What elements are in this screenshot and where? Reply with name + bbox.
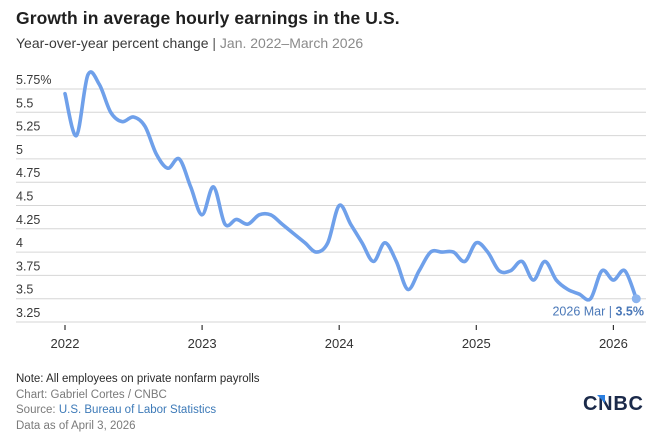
y-tick-label: 3.75	[16, 259, 40, 273]
gridlines	[16, 88, 646, 323]
line-chart: 5.75% 5.5 5.25 5 4.75 4.5 4.25 4 3.75 3.5 3.25 202…	[16, 70, 646, 351]
footer-source: Source: U.S. Bureau of Labor Statistics	[16, 403, 260, 419]
y-axis-labels: 5.75% 5.5 5.25 5 4.75 4.5 4.25 4 3.75 3.5 3.25	[16, 73, 51, 320]
source-link[interactable]: U.S. Bureau of Labor Statistics	[58, 404, 217, 416]
subtitle-separator: |	[208, 35, 220, 51]
subtitle-main: Year-over-year percent change	[16, 35, 209, 51]
y-tick-label: 4.5	[16, 190, 33, 204]
series-group	[63, 70, 639, 302]
source-prefix: Source:	[16, 404, 59, 416]
chart-subtitle: Year-over-year percent change | Jan. 202…	[16, 35, 363, 51]
x-tick-label: 2024	[325, 336, 354, 351]
x-tick-label: 2026	[599, 336, 628, 351]
cnbc-logo-text: CNBC	[583, 393, 643, 413]
endpoint-marker	[631, 294, 641, 304]
x-axis: 2022 2023 2024 2025 2026	[51, 325, 628, 351]
y-tick-label: 5.5	[16, 96, 33, 110]
subtitle-range: Jan. 2022–March 2026	[219, 35, 364, 51]
y-tick-label: 5	[16, 143, 23, 157]
y-tick-label: 3.5	[16, 283, 33, 297]
endpoint-value: 3.5%	[616, 305, 645, 319]
annotation-group: 2026 Mar | 3.5%	[552, 294, 644, 319]
endpoint-label: 2026 Mar | 3.5%	[552, 305, 644, 319]
footer: Note: All employees on private nonfarm p…	[16, 372, 260, 434]
series-line	[63, 70, 639, 302]
cnbc-logo: CNBC	[583, 393, 643, 413]
cnbc-logo-accent	[597, 395, 605, 403]
endpoint-date: 2026 Mar |	[552, 305, 615, 319]
x-tick-label: 2025	[462, 336, 491, 351]
y-tick-label: 5.75%	[16, 73, 51, 87]
x-tick-label: 2022	[51, 336, 80, 351]
y-tick-label: 4.75	[16, 166, 40, 180]
y-tick-label: 4.25	[16, 213, 40, 227]
y-tick-label: 5.25	[16, 120, 40, 134]
footer-credit: Chart: Gabriel Cortes / CNBC	[16, 388, 167, 401]
y-tick-label: 3.25	[16, 306, 40, 320]
footer-note: Note: All employees on private nonfarm p…	[16, 373, 260, 385]
chart-title: Growth in average hourly earnings in the…	[16, 8, 400, 28]
x-tick-label: 2023	[188, 336, 217, 351]
y-tick-label: 4	[16, 236, 23, 250]
footer-data-date: Data as of April 3, 2026	[16, 419, 136, 432]
